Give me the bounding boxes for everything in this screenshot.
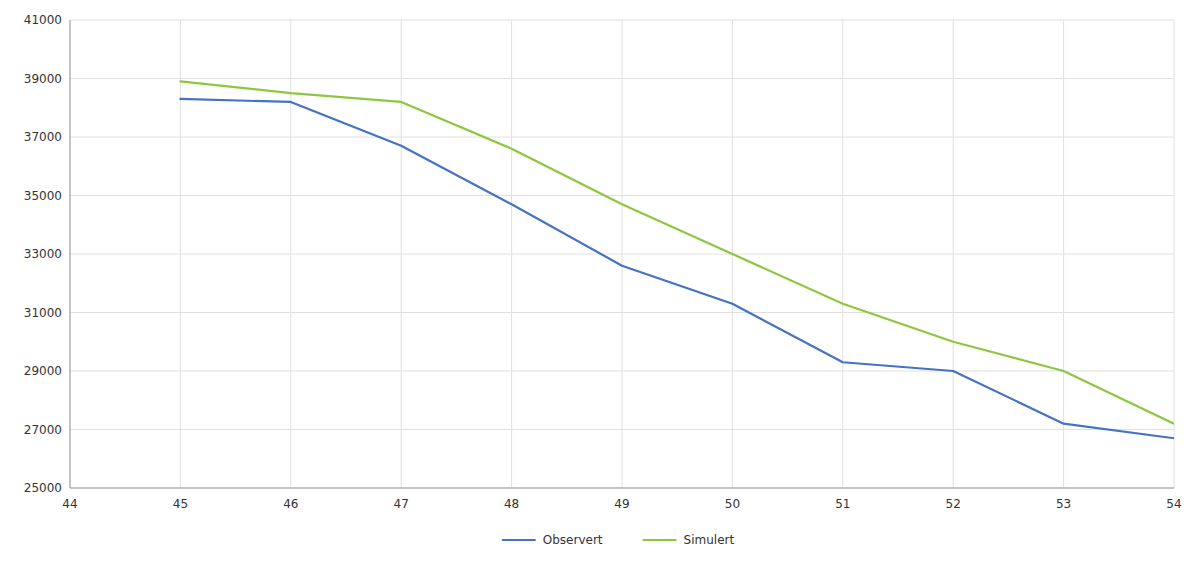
y-tick-label: 37000 xyxy=(24,130,62,144)
x-grid-line xyxy=(842,20,843,488)
legend: Observert Simulert xyxy=(503,533,735,547)
y-tick-label: 29000 xyxy=(24,364,62,378)
legend-label: Observert xyxy=(543,533,603,547)
axes: 25000 27000 29000 31000 33000 35000 37000 39000… xyxy=(24,13,1182,511)
y-tick-label: 35000 xyxy=(24,189,62,203)
x-grid-line xyxy=(290,20,291,488)
grid xyxy=(70,20,1174,488)
x-tick-label: 47 xyxy=(394,497,409,511)
legend-label: Simulert xyxy=(684,533,735,547)
y-tick-label: 25000 xyxy=(24,481,62,495)
y-tick-label: 41000 xyxy=(24,13,62,27)
y-tick-label: 27000 xyxy=(24,423,62,437)
x-grid-line xyxy=(622,20,623,488)
legend-swatch xyxy=(503,539,535,541)
y-tick-label: 33000 xyxy=(24,247,62,261)
x-grid-line xyxy=(1063,20,1064,488)
x-tick-label: 49 xyxy=(614,497,629,511)
series-lines xyxy=(180,81,1174,438)
series-line xyxy=(180,99,1174,438)
legend-swatch xyxy=(644,539,676,541)
x-grid-line xyxy=(511,20,512,488)
x-tick-label: 44 xyxy=(62,497,77,511)
x-tick-label: 52 xyxy=(946,497,961,511)
x-grid-line xyxy=(401,20,402,488)
chart-svg: 25000 27000 29000 31000 33000 35000 37000 39000… xyxy=(0,0,1198,568)
x-tick-label: 48 xyxy=(504,497,519,511)
x-tick-label: 46 xyxy=(283,497,298,511)
x-tick-label: 51 xyxy=(835,497,850,511)
x-grid-line xyxy=(70,20,71,488)
x-axis-line xyxy=(70,488,1174,489)
x-tick-label: 54 xyxy=(1166,497,1181,511)
x-tick-label: 53 xyxy=(1056,497,1071,511)
series-line xyxy=(180,81,1174,423)
x-tick-label: 45 xyxy=(173,497,188,511)
x-tick-label: 50 xyxy=(725,497,740,511)
x-grid-line xyxy=(953,20,954,488)
x-grid-line xyxy=(1174,20,1175,488)
y-axis-line xyxy=(70,20,71,488)
x-grid-line xyxy=(180,20,181,488)
y-grid-line xyxy=(70,488,1174,489)
chart-container: 25000 27000 29000 31000 33000 35000 37000 39000… xyxy=(0,0,1198,568)
y-tick-label: 39000 xyxy=(24,72,62,86)
y-tick-label: 31000 xyxy=(24,306,62,320)
